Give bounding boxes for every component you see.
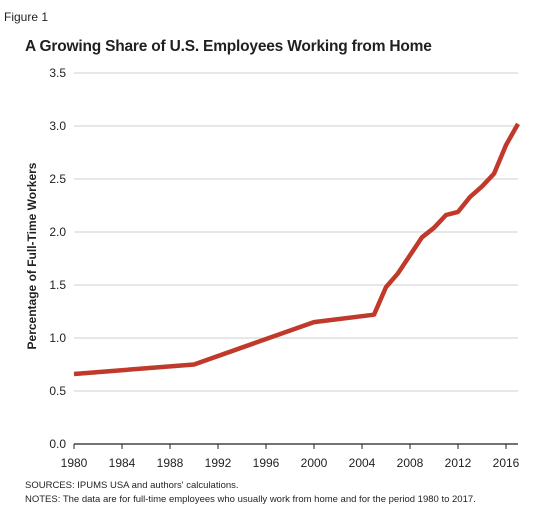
y-tick-labels: 0.0 0.5 1.0 1.5 2.0 2.5 3.0 3.5 <box>49 66 66 451</box>
y-tick-label: 3.0 <box>49 119 66 133</box>
y-tick-label: 2.5 <box>49 172 66 186</box>
x-tick-label: 2012 <box>445 456 472 470</box>
x-tick-label: 2016 <box>493 456 520 470</box>
x-tick-label: 2008 <box>397 456 424 470</box>
y-tick-label: 1.0 <box>49 331 66 345</box>
series-group <box>73 122 520 377</box>
x-tick-label: 1980 <box>61 456 88 470</box>
y-tick-label: 3.5 <box>49 66 66 80</box>
y-tick-label: 0.0 <box>49 437 66 451</box>
x-tick-label: 2000 <box>301 456 328 470</box>
gridlines <box>74 72 518 445</box>
x-tick-labels: 1980 1984 1988 1992 1996 2000 2004 2008 2012 2016 <box>61 444 520 470</box>
y-tick-label: 0.5 <box>49 384 66 398</box>
series-line <box>73 122 520 377</box>
y-axis-label: Percentage of Full-Time Workers <box>25 162 39 349</box>
x-tick-label: 1988 <box>157 456 184 470</box>
x-tick-label: 2004 <box>349 456 376 470</box>
y-tick-label: 1.5 <box>49 278 66 292</box>
y-tick-label: 2.0 <box>49 225 66 239</box>
sources-note: SOURCES: IPUMS USA and authors' calculat… <box>25 480 239 491</box>
chart-title: A Growing Share of U.S. Employees Workin… <box>25 38 432 55</box>
x-tick-label: 1996 <box>253 456 280 470</box>
figure-label: Figure 1 <box>4 10 49 24</box>
x-tick-label: 1992 <box>205 456 232 470</box>
notes-text: NOTES: The data are for full-time employ… <box>25 494 476 505</box>
x-tick-label: 1984 <box>109 456 136 470</box>
